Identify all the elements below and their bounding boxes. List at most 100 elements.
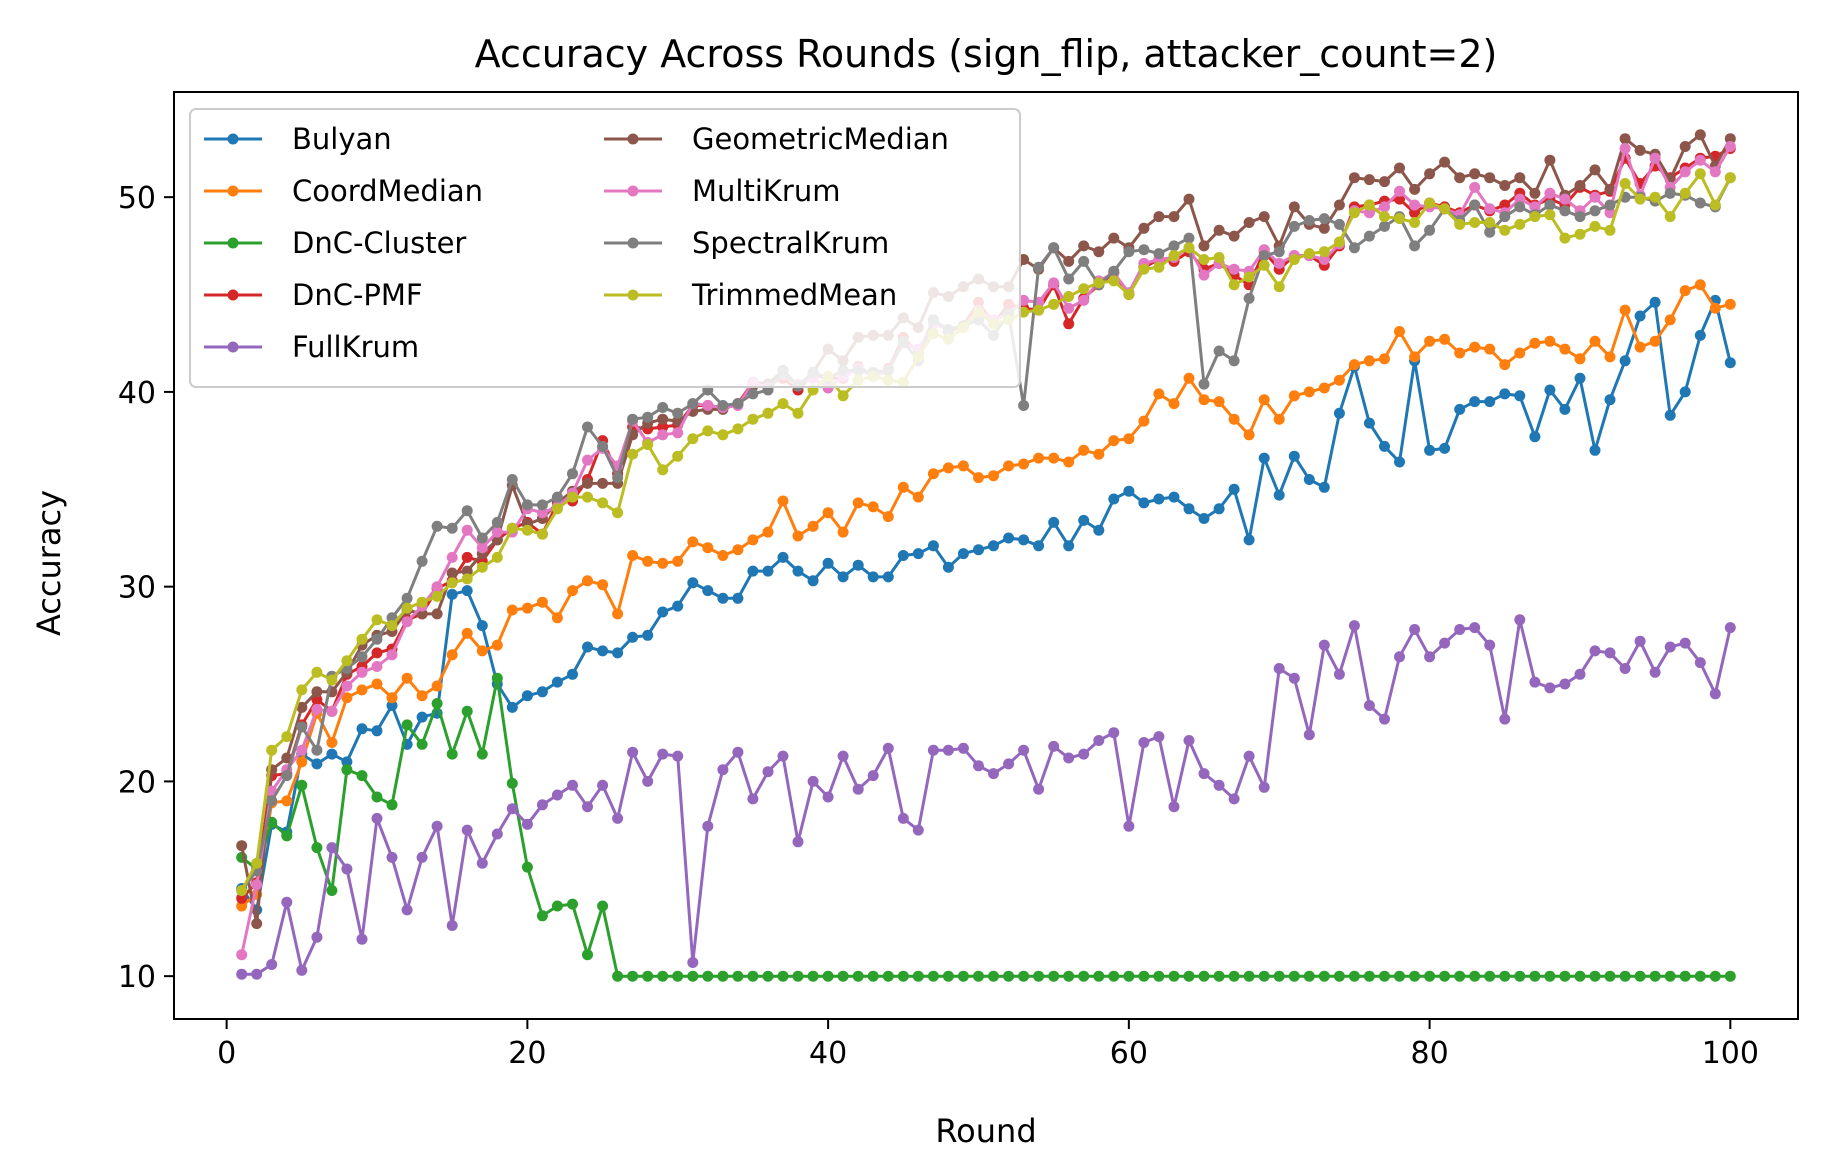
data-point-fullkrum bbox=[1694, 657, 1706, 669]
data-point-geometricmedian bbox=[1183, 193, 1195, 205]
data-point-multikrum bbox=[371, 661, 383, 672]
data-point-bulyan bbox=[657, 606, 669, 618]
data-point-spectralkrum bbox=[1198, 378, 1210, 390]
data-point-spectralkrum bbox=[461, 505, 473, 517]
data-point-fullkrum bbox=[1138, 737, 1150, 748]
data-point-fullkrum bbox=[1559, 678, 1571, 690]
data-point-spectralkrum bbox=[1469, 199, 1481, 211]
data-point-fullkrum bbox=[296, 964, 308, 976]
axis-ticks: 0 20 40 60 80 100 10 20 30 40 50 bbox=[118, 181, 1759, 1071]
data-point-trimmedmean bbox=[1439, 203, 1451, 215]
data-point-dnc-cluster bbox=[416, 738, 428, 750]
data-point-coordmedian bbox=[416, 690, 428, 702]
data-point-trimmedmean bbox=[1078, 283, 1090, 295]
data-point-bulyan bbox=[1574, 372, 1586, 384]
data-point-dnc-pmf bbox=[371, 647, 383, 659]
data-point-geometricmedian bbox=[1138, 222, 1150, 234]
x-axis-label: Round bbox=[935, 1112, 1036, 1150]
data-point-dnc-cluster bbox=[341, 764, 353, 776]
data-point-dnc-cluster bbox=[1003, 970, 1015, 982]
data-point-trimmedmean bbox=[687, 433, 699, 445]
series-line-dnc-cluster bbox=[240, 676, 1731, 978]
data-point-spectralkrum bbox=[1303, 215, 1315, 226]
data-point-trimmedmean bbox=[1454, 218, 1466, 230]
data-point-coordmedian bbox=[657, 557, 669, 569]
data-point-geometricmedian bbox=[296, 701, 308, 713]
data-point-spectralkrum bbox=[1333, 218, 1345, 230]
data-point-geometricmedian bbox=[1544, 154, 1556, 166]
data-point-spectralkrum bbox=[732, 398, 744, 410]
data-point-geometricmedian bbox=[1379, 176, 1390, 188]
data-point-multikrum bbox=[341, 680, 353, 692]
data-point-multikrum bbox=[311, 703, 323, 715]
data-point-fullkrum bbox=[702, 820, 714, 832]
data-point-dnc-cluster bbox=[401, 719, 413, 731]
data-point-bulyan bbox=[446, 588, 458, 600]
x-tick-label: 40 bbox=[809, 1036, 847, 1071]
data-point-coordmedian bbox=[627, 550, 639, 561]
data-point-trimmedmean bbox=[266, 744, 278, 756]
data-point-trimmedmean bbox=[717, 429, 729, 441]
data-point-geometricmedian bbox=[1454, 172, 1466, 184]
data-point-fullkrum bbox=[521, 818, 533, 830]
data-point-bulyan bbox=[642, 629, 654, 641]
data-point-trimmedmean bbox=[597, 497, 609, 509]
data-point-bulyan bbox=[1003, 532, 1015, 544]
data-point-spectralkrum bbox=[1183, 232, 1195, 244]
data-point-geometricmedian bbox=[1679, 141, 1691, 152]
data-point-spectralkrum bbox=[1048, 242, 1060, 254]
data-point-trimmedmean bbox=[1694, 168, 1706, 180]
data-point-coordmedian bbox=[491, 639, 503, 651]
data-point-trimmedmean bbox=[536, 528, 548, 540]
data-point-coordmedian bbox=[597, 579, 609, 591]
data-point-dnc-cluster bbox=[1228, 970, 1240, 982]
data-point-coordmedian bbox=[747, 534, 759, 546]
data-point-bulyan bbox=[732, 592, 744, 604]
data-point-bulyan bbox=[461, 585, 473, 597]
legend-marker-dnc-pmf bbox=[227, 289, 239, 301]
data-point-bulyan bbox=[1484, 396, 1496, 408]
data-point-geometricmedian bbox=[491, 534, 503, 546]
data-point-spectralkrum bbox=[597, 440, 609, 452]
data-point-coordmedian bbox=[536, 596, 548, 608]
data-point-bulyan bbox=[1153, 493, 1165, 505]
data-point-multikrum bbox=[1063, 302, 1075, 314]
data-point-fullkrum bbox=[1574, 668, 1586, 680]
data-point-dnc-cluster bbox=[1394, 970, 1405, 982]
data-point-bulyan bbox=[1078, 514, 1090, 526]
legend-label-dnc-cluster: DnC-Cluster bbox=[292, 226, 466, 260]
data-point-spectralkrum bbox=[1258, 250, 1270, 262]
data-point-fullkrum bbox=[461, 824, 473, 836]
data-point-dnc-cluster bbox=[702, 970, 714, 982]
data-point-fullkrum bbox=[897, 812, 909, 824]
data-point-multikrum bbox=[1394, 185, 1405, 197]
data-point-spectralkrum bbox=[1379, 220, 1390, 232]
data-point-fullkrum bbox=[927, 744, 939, 756]
data-point-coordmedian bbox=[1108, 435, 1120, 447]
data-point-coordmedian bbox=[1499, 359, 1511, 371]
data-point-bulyan bbox=[672, 600, 684, 612]
x-tick-label: 80 bbox=[1410, 1036, 1448, 1071]
data-point-fullkrum bbox=[1363, 700, 1375, 711]
data-point-spectralkrum bbox=[1574, 211, 1586, 223]
data-point-dnc-cluster bbox=[1559, 970, 1571, 982]
data-point-bulyan bbox=[973, 544, 984, 556]
data-point-trimmedmean bbox=[386, 620, 398, 632]
data-point-coordmedian bbox=[551, 612, 563, 624]
data-point-bulyan bbox=[897, 550, 909, 561]
data-point-trimmedmean bbox=[702, 425, 714, 437]
data-point-fullkrum bbox=[1123, 820, 1135, 832]
data-point-spectralkrum bbox=[446, 522, 458, 534]
data-point-multikrum bbox=[1409, 199, 1421, 211]
data-point-coordmedian bbox=[1078, 444, 1090, 456]
data-point-bulyan bbox=[1288, 450, 1300, 462]
data-point-geometricmedian bbox=[1409, 183, 1421, 195]
data-point-bulyan bbox=[551, 676, 563, 688]
data-point-geometricmedian bbox=[1363, 174, 1375, 186]
data-point-fullkrum bbox=[1198, 768, 1210, 780]
data-point-dnc-cluster bbox=[1033, 970, 1045, 982]
legend-label-dnc-pmf: DnC-PMF bbox=[292, 278, 423, 312]
data-point-fullkrum bbox=[1529, 676, 1541, 688]
data-point-spectralkrum bbox=[536, 499, 548, 511]
data-point-fullkrum bbox=[717, 764, 729, 776]
